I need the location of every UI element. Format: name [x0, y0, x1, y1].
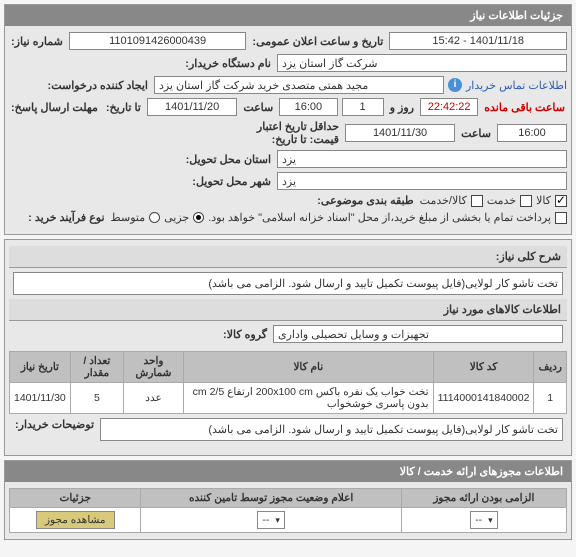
process-label: نوع فرآیند خرید : [26, 211, 106, 224]
license-panel: اطلاعات مجوزهای ارائه خدمت / کالا الزامی… [4, 460, 572, 540]
time-label-2: ساعت [459, 127, 493, 140]
summary-text: تخت تاشو کار لولایی(فایل پیوست تکمیل تای… [13, 272, 563, 295]
requester-value: مجید همتی متصدی خرید شرکت گاز استان یزد [154, 76, 444, 94]
chevron-down-icon: ▾ [275, 515, 280, 526]
buyer-org-label: نام دستگاه خریدار: [183, 57, 273, 70]
col-code: کد کالا [433, 352, 534, 383]
checkbox-kala[interactable] [555, 195, 567, 207]
delivery-prov: یزد [277, 150, 567, 168]
view-license-button[interactable]: مشاهده مجوز [36, 511, 115, 529]
panel-header: جزئیات اطلاعات نیاز [5, 5, 571, 26]
day-label: روز و [388, 101, 416, 114]
announce-value: 1401/11/18 - 15:42 [389, 32, 567, 50]
group-value: تجهیزات و وسایل تحصیلی واداری [273, 325, 563, 343]
need-no-value: 1101091426000439 [69, 32, 247, 50]
checkbox-kala-khadamat[interactable] [471, 195, 483, 207]
status-select[interactable]: ▾ -- [257, 511, 285, 529]
days: 1 [342, 98, 384, 116]
checkbox-khadamat[interactable] [520, 195, 532, 207]
need-details-panel: جزئیات اطلاعات نیاز شماره نیاز: 11010914… [4, 4, 572, 235]
summary-panel: شرح کلی نیاز: تخت تاشو کار لولایی(فایل پ… [4, 239, 572, 456]
delivery-city-label: شهر محل تحویل: [190, 175, 273, 188]
notes-text: تخت تاشو کار لولایی(فایل پیوست تکمیل تای… [100, 418, 563, 441]
goods-title: اطلاعات کالاهای مورد نیاز [9, 299, 567, 321]
class-options: کالا خدمت کالا/خدمت [420, 194, 567, 207]
valid-label: حداقل تاریخ اعتبار قیمت: تا تاریخ: [246, 120, 341, 146]
col-qty: تعداد / مقدار [70, 352, 123, 383]
lic-col-details: جزئیات [10, 489, 141, 508]
mandatory-select[interactable]: ▾ -- [470, 511, 498, 529]
license-header: اطلاعات مجوزهای ارائه خدمت / کالا [5, 461, 571, 482]
notes-label: توضیحات خریدار: [13, 418, 96, 431]
remain-time: 22:42:22 [420, 98, 478, 116]
delivery-prov-label: استان محل تحویل: [184, 153, 273, 166]
reply-time: 16:00 [279, 98, 337, 116]
col-row: ردیف [534, 352, 567, 383]
valid-time: 16:00 [497, 124, 567, 142]
col-unit: واحد شمارش [123, 352, 183, 383]
reply-date: 1401/11/20 [147, 98, 237, 116]
table-row: 1 1114000141840002 تخت خواب یک نفره باکس… [10, 383, 567, 414]
payment-note-group: پرداخت تمام یا بخشی از مبلغ خرید،از محل … [208, 211, 567, 224]
chevron-down-icon: ▾ [488, 515, 493, 526]
delivery-city: یزد [277, 172, 567, 190]
announce-label: تاریخ و ساعت اعلان عمومی: [250, 35, 385, 48]
radio-partial[interactable] [193, 212, 204, 223]
checkbox-payment[interactable] [555, 212, 567, 224]
buyer-org-value: شرکت گاز استان یزد [277, 54, 567, 72]
need-no-label: شماره نیاز: [9, 35, 65, 48]
valid-date: 1401/11/30 [345, 124, 455, 142]
lic-col-mandatory: الزامی بودن ارائه مجوز [401, 489, 566, 508]
col-name: نام کالا [184, 352, 434, 383]
remain-label: ساعت باقی مانده [482, 101, 567, 114]
reply-deadline-label: مهلت ارسال پاسخ: [9, 101, 100, 114]
class-label: طبقه بندی موضوعی: [315, 194, 415, 207]
col-date: تاریخ نیاز [10, 352, 71, 383]
group-label: گروه کالا: [221, 328, 269, 341]
license-row: ▾ -- ▾ -- مشاهده مجوز [10, 508, 567, 533]
time-label-1: ساعت [241, 101, 275, 114]
goods-table: ردیف کد کالا نام کالا واحد شمارش تعداد /… [9, 351, 567, 414]
requester-label: ایجاد کننده درخواست: [46, 79, 150, 92]
radio-medium[interactable] [149, 212, 160, 223]
info-icon[interactable]: i [448, 78, 462, 92]
license-table: الزامی بودن ارائه مجوز اعلام وضعیت مجوز … [9, 488, 567, 533]
lic-col-status: اعلام وضعیت مجوز توسط تامین کننده [141, 489, 401, 508]
process-options: جزیی متوسط [111, 211, 205, 224]
contact-info-link[interactable]: اطلاعات تماس خریدار [466, 79, 567, 92]
reply-deadline-date-label: تا تاریخ: [104, 101, 143, 114]
summary-title: شرح کلی نیاز: [9, 246, 567, 268]
